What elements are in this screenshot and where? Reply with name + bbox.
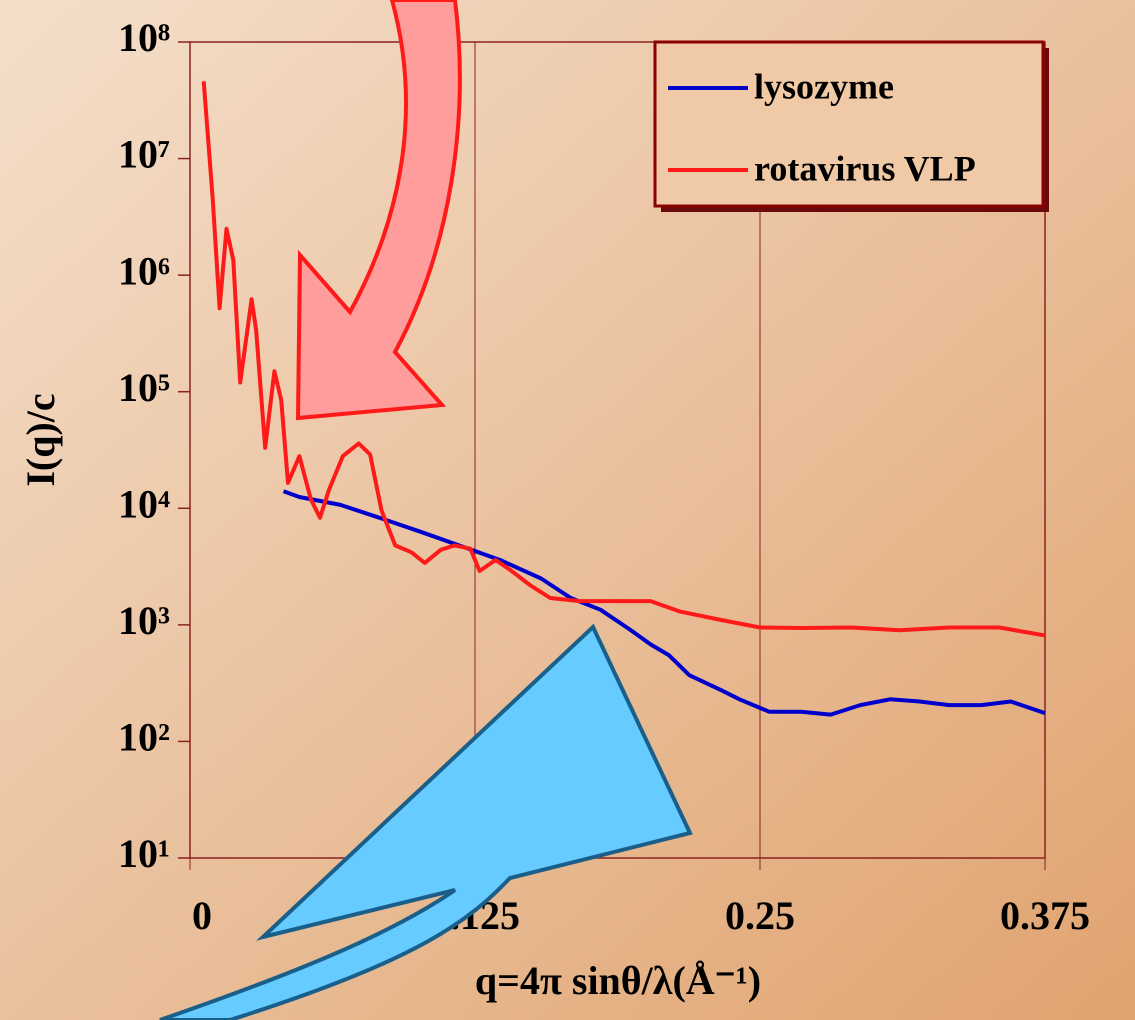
x-tick-label: 0.25 <box>725 893 795 938</box>
y-tick-label: 10⁴ <box>118 481 170 526</box>
y-tick-label: 10² <box>118 715 170 760</box>
y-tick-label: 10⁶ <box>118 248 170 293</box>
chart: 10¹10²10³10⁴10⁵10⁶10⁷10⁸00.1250.250.375 … <box>0 0 1135 1020</box>
x-tick-label: 0 <box>192 893 212 938</box>
y-tick-label: 10⁸ <box>118 15 170 60</box>
y-tick-label: 10¹ <box>118 831 170 876</box>
y-tick-label: 10⁷ <box>118 132 170 177</box>
y-tick-label: 10³ <box>118 598 170 643</box>
y-axis-label: I(q)/c <box>18 393 63 486</box>
legend-label: rotavirus VLP <box>754 148 976 188</box>
x-axis-label: q=4π sinθ/λ(Å⁻¹) <box>475 958 761 1003</box>
x-tick-label: 0.375 <box>1000 893 1090 938</box>
page: 10¹10²10³10⁴10⁵10⁶10⁷10⁸00.1250.250.375 … <box>0 0 1135 1020</box>
legend-label: lysozyme <box>754 66 894 106</box>
y-tick-label: 10⁵ <box>118 365 170 410</box>
